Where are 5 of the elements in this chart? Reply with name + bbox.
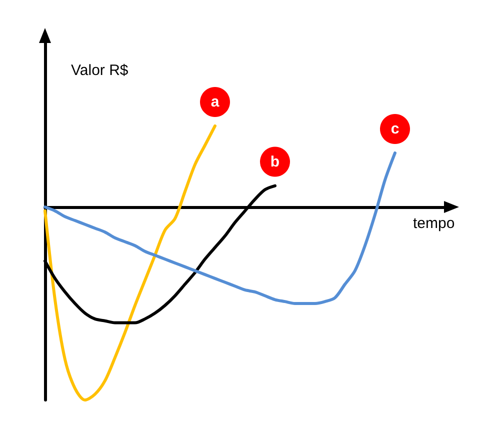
series-label: c (390, 120, 400, 138)
y-axis-title: Valor R$ (71, 62, 129, 79)
x-axis-title: tempo (413, 215, 455, 232)
series-label: a (210, 93, 220, 110)
series-label: b (270, 153, 280, 170)
